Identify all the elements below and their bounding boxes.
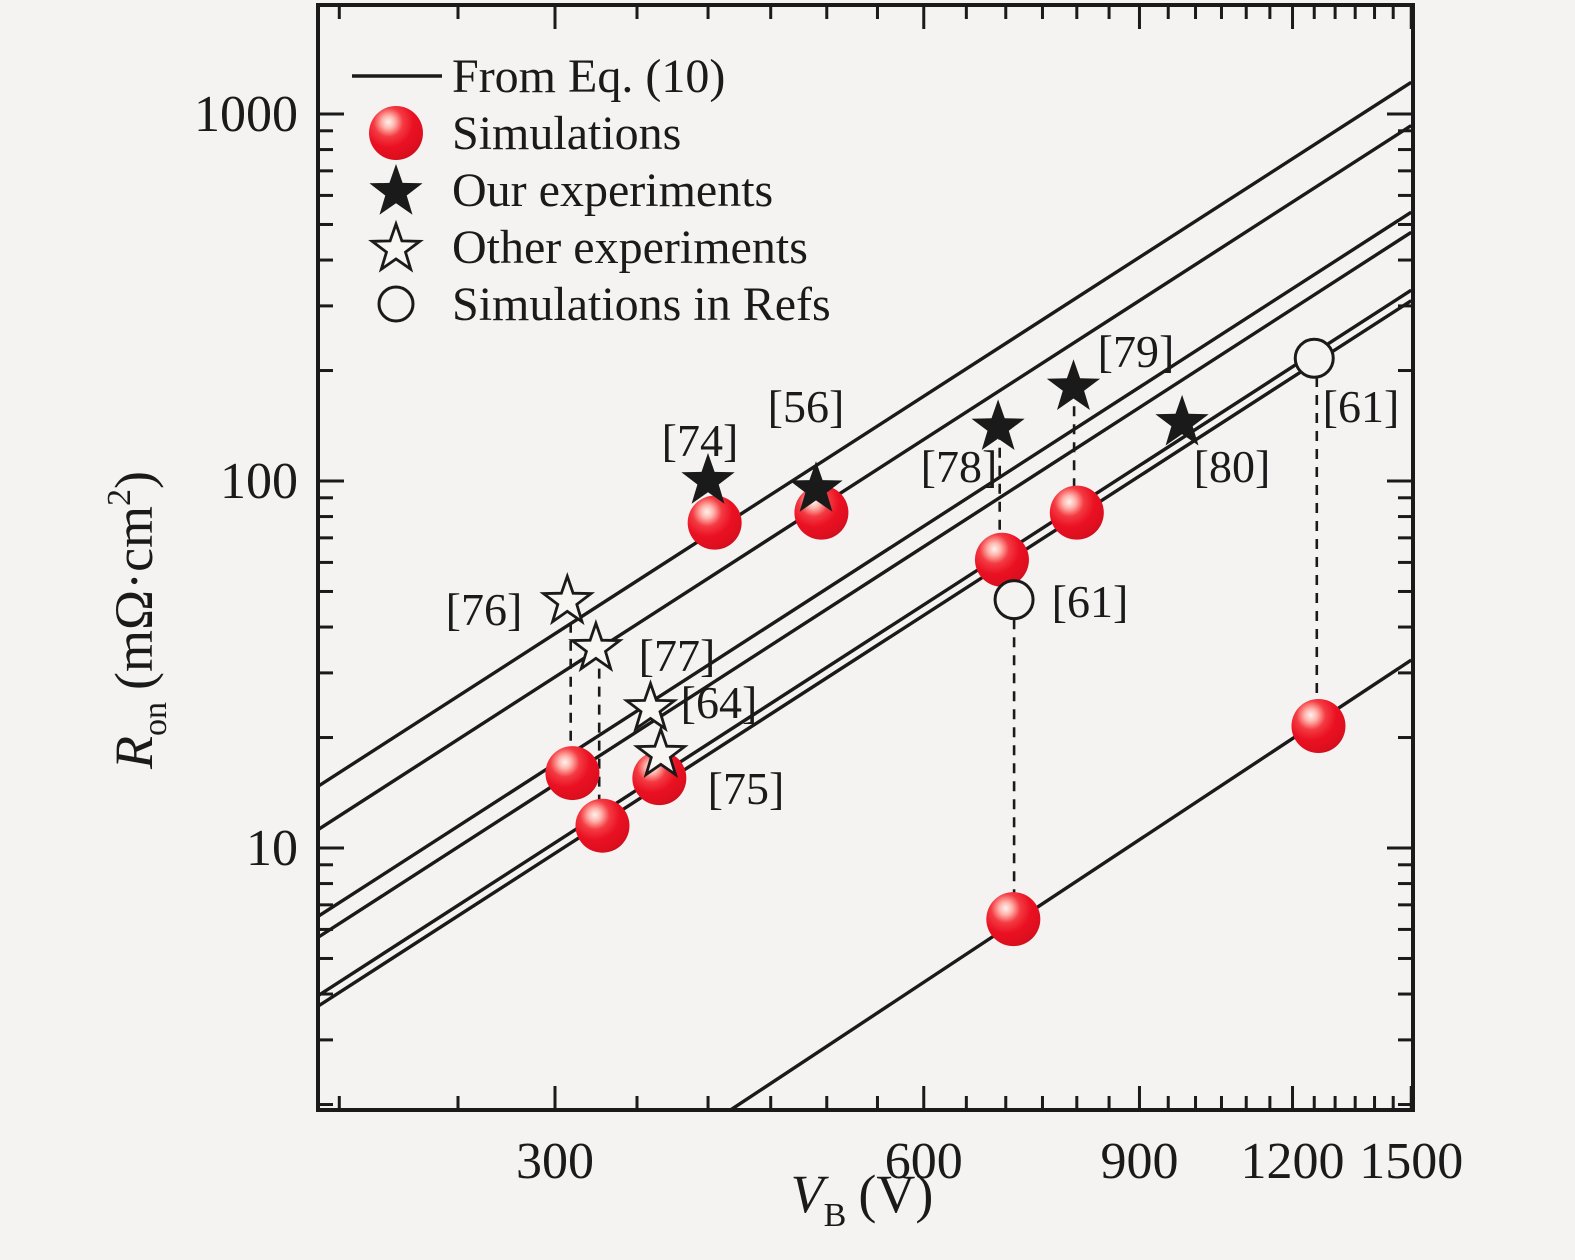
our-experiment-star: [789, 461, 843, 512]
eq10-line-0: [318, 80, 1413, 789]
other-experiment-star: [622, 679, 679, 733]
legend-label: Simulations: [452, 107, 681, 160]
eq10-line-1: [318, 124, 1413, 832]
x-tick-label: 300: [516, 1133, 594, 1190]
y-axis-label: Ron (mΩ·cm2): [101, 471, 174, 770]
x-axis-unit: (V): [858, 1164, 933, 1224]
simulation-ball: [687, 495, 742, 550]
ref-label: [56]: [768, 381, 845, 432]
y-axis-superscript: 2: [101, 489, 138, 506]
our-experiment-star: [681, 453, 735, 504]
our-experiment-star: [1046, 359, 1101, 410]
y-axis-unit-close: ): [104, 471, 164, 489]
ref-label: [61]: [1323, 381, 1400, 432]
simulation-ball: [545, 746, 600, 801]
eq10-line-5: [318, 299, 1413, 1008]
y-tick-label: 100: [220, 453, 298, 510]
ref-simulation-circle: [993, 579, 1035, 621]
reference-label-group: [74] [56] [78] [79] [80] [61] [61] [76] [77][64]…: [446, 326, 1400, 814]
other-experiment-star: [568, 619, 624, 673]
ref-simulation-circle: [1293, 337, 1335, 379]
ref-label: [61]: [1052, 576, 1129, 627]
legend-label: Our experiments: [452, 164, 773, 217]
eq10-line-4: [318, 288, 1413, 998]
ref-label: [76]: [446, 584, 523, 635]
x-axis-symbol: V: [791, 1164, 830, 1224]
legend-open-circle-icon: [377, 285, 415, 323]
our-experiment-star: [1155, 394, 1209, 446]
legend-label: From Eq. (10): [452, 50, 725, 103]
x-tick-label: 900: [1101, 1133, 1179, 1190]
x-tick-label: 600: [885, 1133, 963, 1190]
eq10-line-2: [318, 210, 1413, 919]
ref-label: [79]: [1098, 326, 1175, 377]
y-tick-label: 10: [246, 820, 298, 877]
our-experiment-star: [971, 399, 1025, 450]
x-tick-label: 1500: [1359, 1133, 1463, 1190]
legend-filled-star-icon: [369, 164, 423, 215]
plot-frame: [316, 3, 1415, 1112]
ref-label: [75]: [708, 763, 785, 814]
simulation-ball: [575, 798, 630, 853]
simulation-ball: [986, 892, 1041, 947]
x-axis-subscript: B: [824, 1197, 847, 1234]
axis-frame-group: [316, 3, 1415, 1112]
other-experiment-star: [632, 725, 689, 778]
ref-label: [78]: [921, 441, 998, 492]
legend-red-ball-icon: [369, 106, 423, 160]
other-experiment-star: [539, 572, 596, 626]
legend-open-star-icon: [368, 219, 424, 273]
simulation-ball: [1049, 485, 1104, 540]
y-axis-symbol: R: [104, 736, 164, 770]
y-axis-unit: (mΩ·cm: [104, 506, 164, 690]
legend-label: Other experiments: [452, 221, 808, 274]
ref-label: [80]: [1194, 441, 1271, 492]
legend-label: Simulations in Refs: [452, 278, 831, 331]
eq10-line-3: [318, 230, 1413, 940]
ref-label: [77]: [639, 630, 716, 681]
ref-label: [74]: [662, 415, 739, 466]
data-marker-group: [539, 337, 1346, 947]
simulation-ball: [1291, 698, 1346, 753]
x-axis-label: VB (V): [791, 1164, 934, 1234]
y-tick-label: 1000: [194, 86, 298, 143]
x-tick-label: 1200: [1241, 1133, 1345, 1190]
tick-label-group: 300 600 900 1200 1500 10 100 1000: [194, 86, 1463, 1190]
y-axis-subscript: on: [137, 702, 174, 736]
axis-tick-group: [318, 5, 1413, 1110]
simulation-ball: [974, 532, 1029, 587]
ref-label: [64]: [681, 677, 758, 728]
